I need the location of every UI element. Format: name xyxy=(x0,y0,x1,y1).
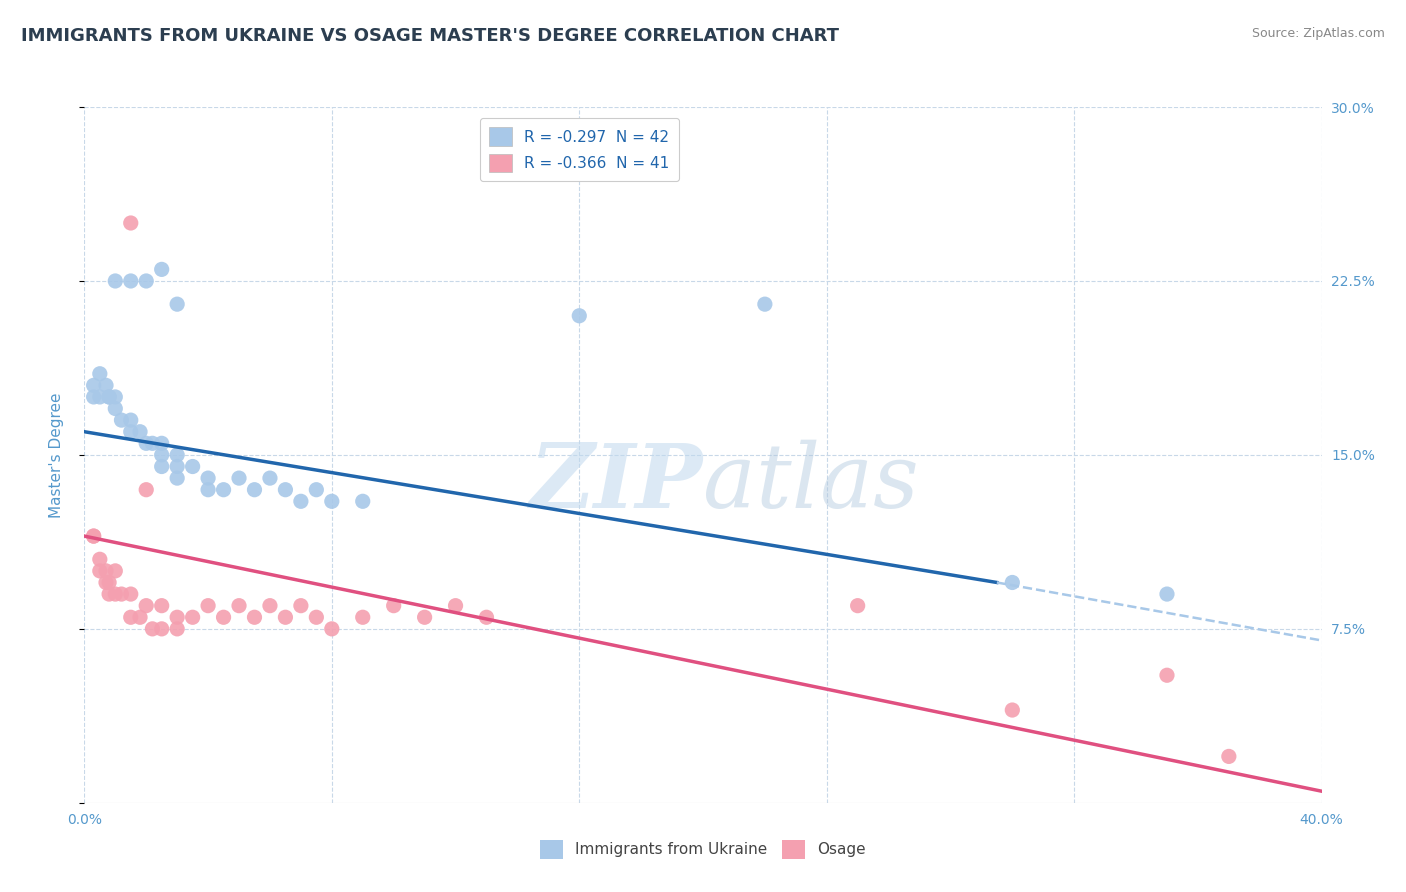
Point xyxy=(475,610,498,624)
Legend: Immigrants from Ukraine, Osage: Immigrants from Ukraine, Osage xyxy=(534,834,872,864)
Point xyxy=(89,564,111,578)
Point xyxy=(104,564,127,578)
Point xyxy=(352,494,374,508)
Point xyxy=(166,610,188,624)
Point xyxy=(197,483,219,497)
Point xyxy=(444,599,467,613)
Y-axis label: Master's Degree: Master's Degree xyxy=(49,392,63,517)
Point xyxy=(104,401,127,416)
Point xyxy=(129,610,152,624)
Point xyxy=(135,599,157,613)
Point xyxy=(352,610,374,624)
Point xyxy=(83,390,105,404)
Point xyxy=(166,297,188,311)
Point xyxy=(212,483,235,497)
Point xyxy=(83,529,105,543)
Point xyxy=(98,390,121,404)
Point xyxy=(321,622,343,636)
Point xyxy=(110,413,132,427)
Point xyxy=(1218,749,1240,764)
Point xyxy=(104,587,127,601)
Point xyxy=(150,622,173,636)
Point xyxy=(197,471,219,485)
Point xyxy=(243,610,266,624)
Text: ZIP: ZIP xyxy=(530,440,703,526)
Point xyxy=(1156,587,1178,601)
Point xyxy=(141,622,163,636)
Point xyxy=(94,575,117,590)
Point xyxy=(150,448,173,462)
Text: IMMIGRANTS FROM UKRAINE VS OSAGE MASTER'S DEGREE CORRELATION CHART: IMMIGRANTS FROM UKRAINE VS OSAGE MASTER'… xyxy=(21,27,839,45)
Point xyxy=(754,297,776,311)
Point xyxy=(1001,703,1024,717)
Point xyxy=(243,483,266,497)
Point xyxy=(1001,575,1024,590)
Point xyxy=(150,599,173,613)
Point xyxy=(150,436,173,450)
Point xyxy=(89,367,111,381)
Point xyxy=(120,587,142,601)
Point xyxy=(135,436,157,450)
Point xyxy=(197,599,219,613)
Point xyxy=(104,274,127,288)
Point xyxy=(89,552,111,566)
Point xyxy=(120,413,142,427)
Text: Source: ZipAtlas.com: Source: ZipAtlas.com xyxy=(1251,27,1385,40)
Point xyxy=(305,610,328,624)
Point xyxy=(305,483,328,497)
Point xyxy=(98,575,121,590)
Point xyxy=(228,471,250,485)
Point xyxy=(274,610,297,624)
Point xyxy=(94,378,117,392)
Point xyxy=(141,436,163,450)
Point xyxy=(120,425,142,439)
Point xyxy=(413,610,436,624)
Point xyxy=(89,390,111,404)
Point xyxy=(290,494,312,508)
Point xyxy=(166,448,188,462)
Point xyxy=(83,529,105,543)
Point xyxy=(120,610,142,624)
Point xyxy=(135,274,157,288)
Point xyxy=(120,216,142,230)
Point xyxy=(166,622,188,636)
Text: atlas: atlas xyxy=(703,440,918,526)
Point xyxy=(120,274,142,288)
Point xyxy=(228,599,250,613)
Point xyxy=(135,483,157,497)
Point xyxy=(83,378,105,392)
Point xyxy=(150,459,173,474)
Point xyxy=(259,599,281,613)
Point xyxy=(181,610,204,624)
Point xyxy=(321,494,343,508)
Point xyxy=(259,471,281,485)
Point xyxy=(98,587,121,601)
Point xyxy=(382,599,405,613)
Point xyxy=(110,587,132,601)
Point xyxy=(568,309,591,323)
Point xyxy=(212,610,235,624)
Point xyxy=(166,459,188,474)
Point xyxy=(290,599,312,613)
Point xyxy=(104,390,127,404)
Point xyxy=(274,483,297,497)
Point xyxy=(150,262,173,277)
Point xyxy=(94,564,117,578)
Point xyxy=(181,459,204,474)
Point xyxy=(129,425,152,439)
Point xyxy=(846,599,869,613)
Point xyxy=(1156,668,1178,682)
Point xyxy=(98,390,121,404)
Point xyxy=(166,471,188,485)
